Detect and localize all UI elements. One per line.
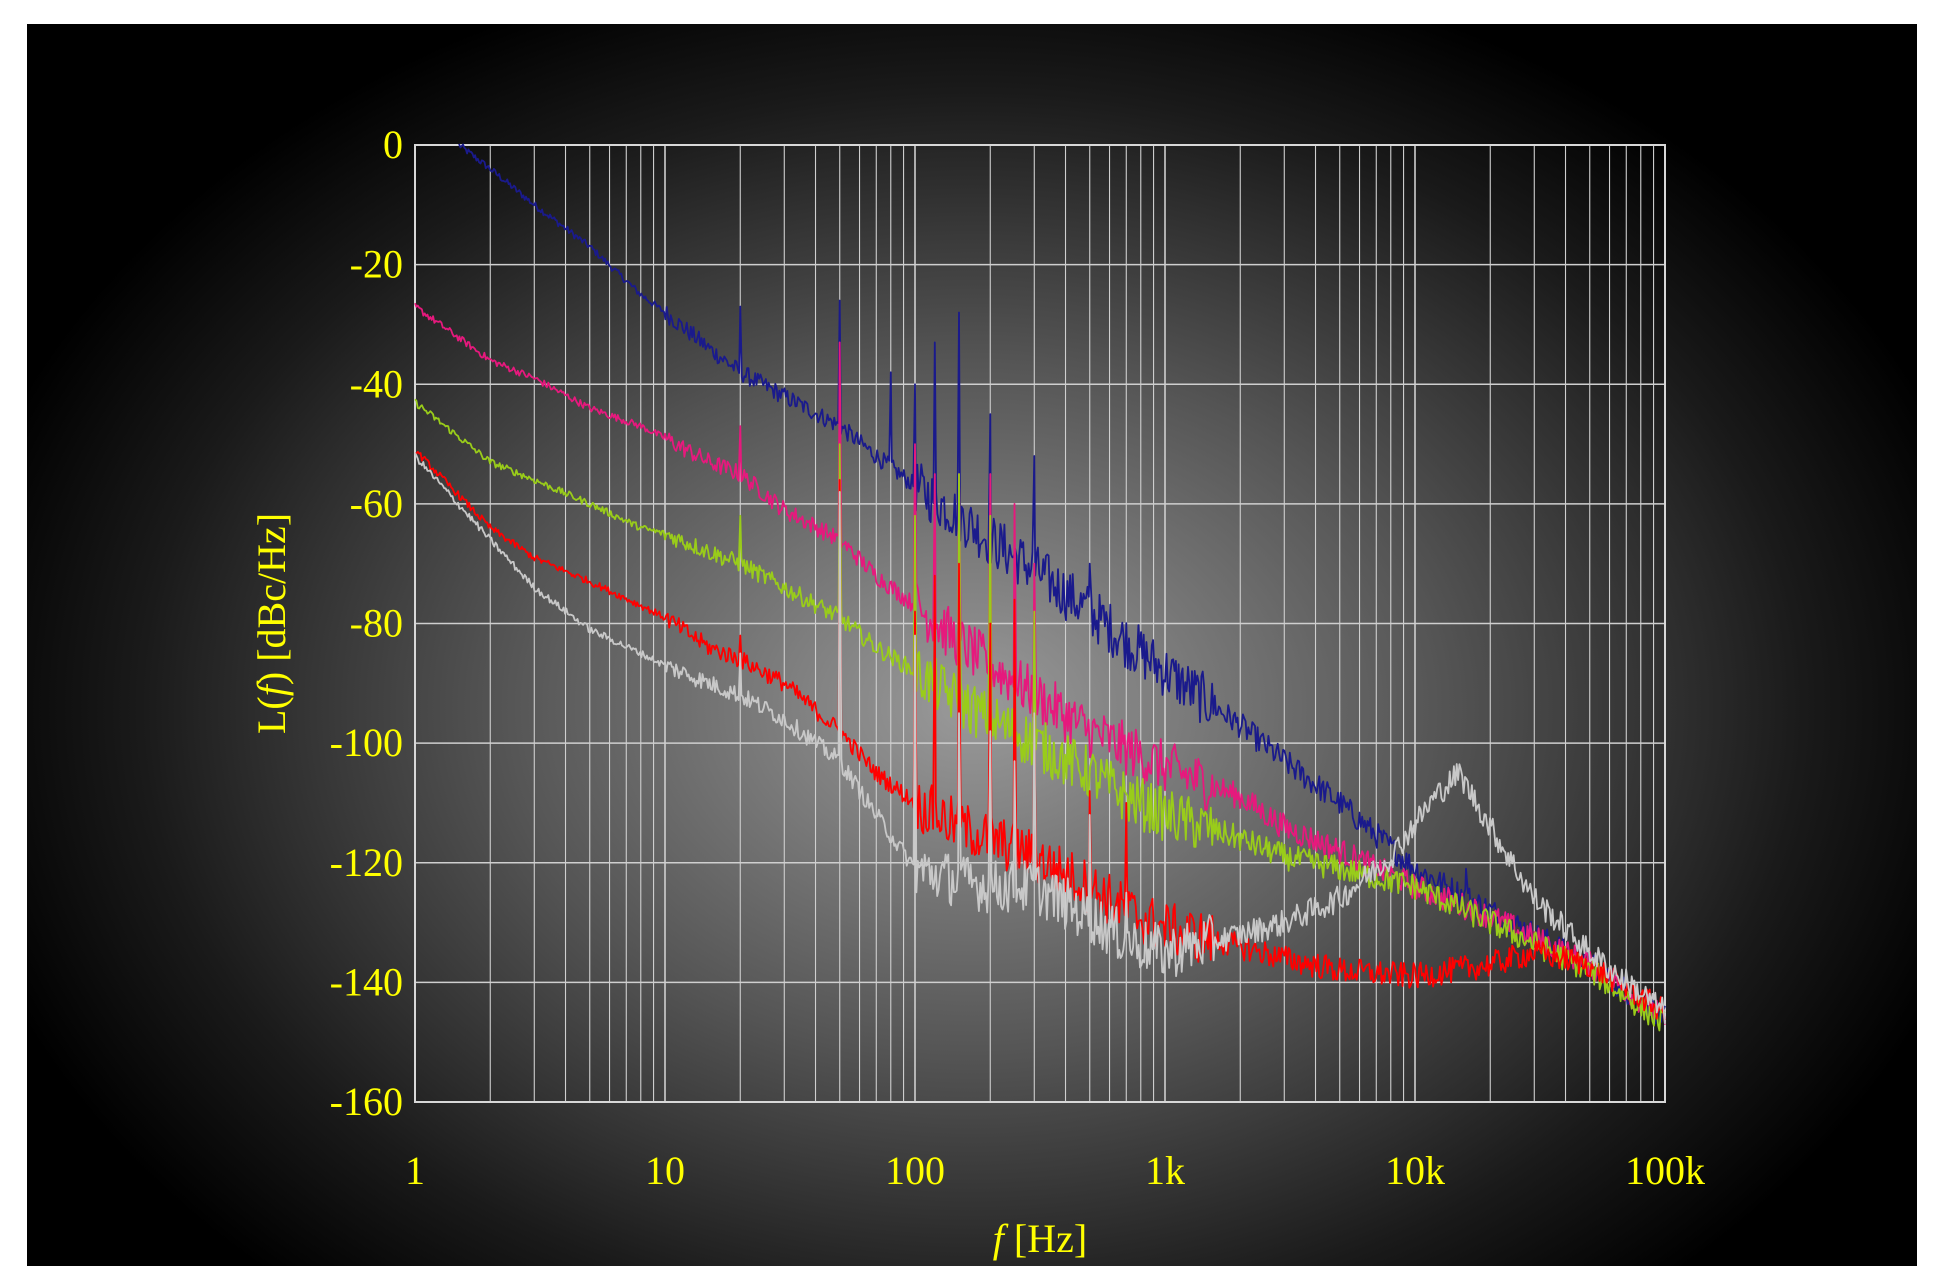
x-tick-labels: 1 10 100 1k 10k 100k	[405, 1148, 1705, 1193]
y-tick-label: -40	[350, 361, 403, 406]
series-line-5	[414, 452, 1666, 1024]
y-tick-label: -20	[350, 242, 403, 287]
y-tick-label: -60	[350, 481, 403, 526]
phase-noise-chart: 0 -20 -40 -60 -80 -100 -120 -140 -160 1 10 100 1k 10…	[249, 122, 1705, 1261]
y-tick-label: -160	[330, 1079, 403, 1124]
x-tick-label: 10	[645, 1148, 685, 1193]
y-tick-label: -100	[330, 720, 403, 765]
series-line-3	[414, 398, 1666, 1032]
series-line-4	[414, 450, 1666, 1021]
x-tick-label: 10k	[1385, 1148, 1445, 1193]
series-line-1	[458, 143, 1666, 1025]
y-axis-title: L(f) [dBc/Hz]	[249, 513, 294, 734]
y-tick-label: 0	[383, 122, 403, 167]
x-tick-label: 100k	[1625, 1148, 1705, 1193]
grid	[414, 144, 1666, 1103]
y-tick-label: -120	[330, 840, 403, 885]
y-tick-labels: 0 -20 -40 -60 -80 -100 -120 -140 -160	[330, 122, 403, 1124]
plot-border	[414, 144, 1666, 1103]
x-axis-title: f [Hz]	[993, 1216, 1087, 1261]
x-tick-label: 1k	[1145, 1148, 1185, 1193]
series-layer	[414, 143, 1666, 1032]
chart-frame: 0 -20 -40 -60 -80 -100 -120 -140 -160 1 10 100 1k 10…	[27, 24, 1917, 1266]
y-tick-label: -140	[330, 959, 403, 1004]
x-tick-label: 100	[885, 1148, 945, 1193]
x-tick-label: 1	[405, 1148, 425, 1193]
y-tick-label: -80	[350, 601, 403, 646]
